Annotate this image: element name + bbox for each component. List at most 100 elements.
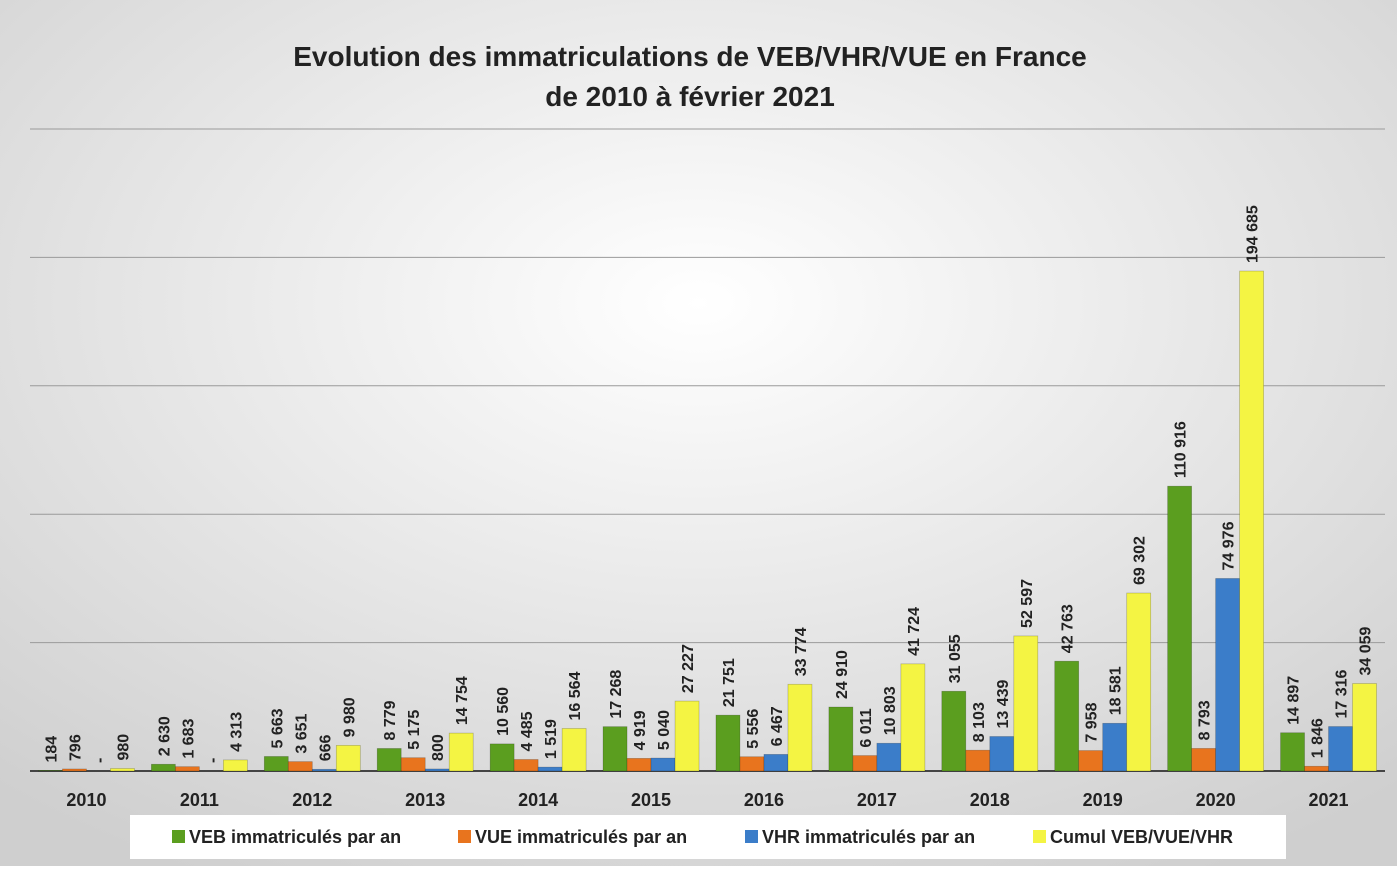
x-tick-label: 2010 <box>66 790 106 810</box>
data-label: 110 916 <box>1173 421 1190 478</box>
bar <box>264 756 288 771</box>
x-tick-label: 2017 <box>857 790 897 810</box>
bar <box>514 759 538 771</box>
bar <box>449 733 473 771</box>
x-tick-label: 2013 <box>405 790 445 810</box>
data-label: 800 <box>430 734 447 761</box>
data-label: 4 313 <box>228 712 245 752</box>
bar <box>1329 727 1353 771</box>
bar <box>627 758 651 771</box>
legend-swatch <box>745 830 758 843</box>
data-label: 4 919 <box>632 710 649 750</box>
data-label: 52 597 <box>1019 579 1036 628</box>
bar <box>675 701 699 771</box>
x-tick-label: 2015 <box>631 790 671 810</box>
data-label: 7 958 <box>1084 702 1101 742</box>
bar <box>990 736 1014 771</box>
bar <box>288 762 312 771</box>
bar <box>1305 766 1329 771</box>
bar <box>1353 684 1377 771</box>
bar <box>1168 486 1192 771</box>
data-label: 1 519 <box>543 719 560 759</box>
data-label: - <box>204 758 221 763</box>
data-label: 194 685 <box>1245 205 1262 263</box>
data-label: 1 846 <box>1310 718 1327 758</box>
data-label: 10 803 <box>882 686 899 735</box>
data-label: 5 556 <box>745 709 762 749</box>
data-label: 1 683 <box>180 719 197 759</box>
data-label: 8 103 <box>971 702 988 742</box>
bar <box>1216 578 1240 771</box>
bar <box>966 750 990 771</box>
data-label: 9 980 <box>341 697 358 737</box>
chart-title: de 2010 à février 2021 <box>545 81 835 112</box>
data-label: 14 897 <box>1286 676 1303 725</box>
bar <box>1240 271 1264 771</box>
data-label: 5 040 <box>656 710 673 750</box>
bar <box>901 664 925 771</box>
bar <box>1055 661 1079 771</box>
data-label: 17 268 <box>608 670 625 719</box>
data-label: 33 774 <box>793 627 810 676</box>
bar <box>788 684 812 771</box>
bar <box>1192 748 1216 771</box>
bar <box>651 758 675 771</box>
legend-swatch <box>172 830 185 843</box>
bar <box>223 760 247 771</box>
data-label: 41 724 <box>906 607 923 656</box>
x-tick-label: 2014 <box>518 790 558 810</box>
bar <box>175 767 199 771</box>
data-label: 16 564 <box>567 671 584 720</box>
bar <box>1281 733 1305 771</box>
bar <box>603 727 627 771</box>
x-tick-label: 2020 <box>1196 790 1236 810</box>
bar <box>425 769 449 771</box>
data-label: 24 910 <box>834 650 851 699</box>
data-label: 184 <box>43 736 60 763</box>
data-label: 980 <box>115 734 132 761</box>
data-label: 666 <box>317 734 334 761</box>
bar <box>312 769 336 771</box>
data-label: 6 011 <box>858 708 875 747</box>
bar <box>377 748 401 771</box>
bar <box>336 745 360 771</box>
bar <box>151 764 175 771</box>
x-tick-label: 2021 <box>1309 790 1349 810</box>
data-label: 796 <box>67 734 84 761</box>
data-label: 34 059 <box>1358 626 1375 675</box>
data-label: 27 227 <box>680 644 697 693</box>
bar <box>1103 723 1127 771</box>
data-label: 5 663 <box>269 708 286 748</box>
data-label: 13 439 <box>995 679 1012 728</box>
data-label: 74 976 <box>1221 521 1238 570</box>
bar <box>490 744 514 771</box>
bar <box>62 769 86 771</box>
bar <box>853 756 877 771</box>
data-label: 18 581 <box>1108 666 1125 715</box>
data-label: 8 793 <box>1197 700 1214 740</box>
bar <box>1127 593 1151 771</box>
legend-label: VEB immatriculés par an <box>189 827 401 847</box>
bar <box>401 758 425 771</box>
data-label: 4 485 <box>519 711 536 751</box>
data-label: 10 560 <box>495 687 512 736</box>
x-tick-label: 2019 <box>1083 790 1123 810</box>
bar <box>740 757 764 771</box>
bar <box>562 728 586 771</box>
x-tick-label: 2016 <box>744 790 784 810</box>
bar <box>1014 636 1038 771</box>
bar <box>716 715 740 771</box>
data-label: 69 302 <box>1132 536 1149 585</box>
data-label: 17 316 <box>1334 669 1351 718</box>
data-label: 14 754 <box>454 676 471 725</box>
data-label: - <box>91 758 108 763</box>
legend-swatch <box>458 830 471 843</box>
data-label: 2 630 <box>156 716 173 756</box>
data-label: 31 055 <box>947 634 964 683</box>
chart-title: Evolution des immatriculations de VEB/VH… <box>293 41 1087 72</box>
bar <box>764 754 788 771</box>
legend-label: VUE immatriculés par an <box>475 827 687 847</box>
bar <box>110 768 134 771</box>
data-label: 8 779 <box>382 700 399 740</box>
